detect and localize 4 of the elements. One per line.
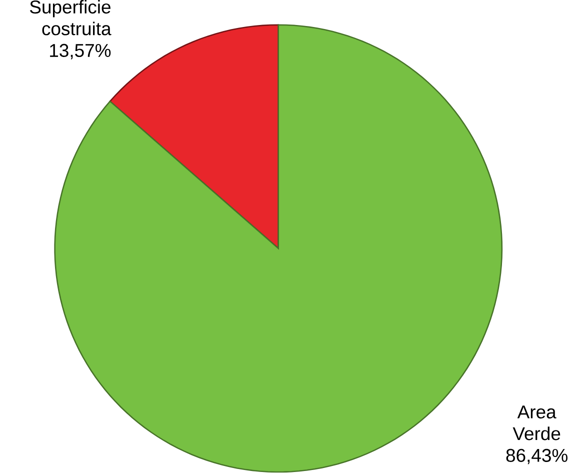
slice-label: Superficie costruita xyxy=(30,0,112,36)
data-label: 13,57% xyxy=(50,44,111,60)
data-label: 86,43% xyxy=(506,449,568,464)
slice-label: Area Verde xyxy=(512,406,560,440)
